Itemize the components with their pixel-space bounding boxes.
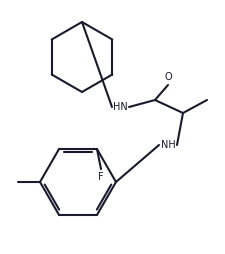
Text: NH: NH	[160, 140, 175, 150]
Text: O: O	[163, 72, 171, 82]
Text: HN: HN	[112, 102, 127, 112]
Text: F: F	[98, 172, 103, 182]
